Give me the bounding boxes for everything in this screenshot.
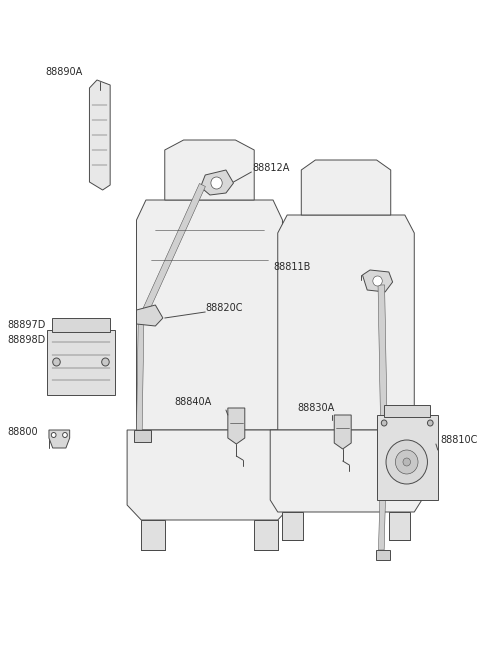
Text: 88812A: 88812A <box>252 163 290 173</box>
Bar <box>141 520 165 550</box>
Polygon shape <box>334 415 351 449</box>
Bar <box>282 512 303 540</box>
Bar <box>134 430 151 442</box>
Polygon shape <box>378 285 387 440</box>
Text: 88800: 88800 <box>8 427 38 437</box>
Polygon shape <box>301 160 391 215</box>
Circle shape <box>373 276 382 286</box>
Bar <box>254 520 278 550</box>
Text: 88820C: 88820C <box>205 303 243 313</box>
Text: 88897D: 88897D <box>8 320 46 330</box>
Polygon shape <box>228 408 245 444</box>
Polygon shape <box>165 140 254 200</box>
Text: 88811B: 88811B <box>273 262 311 272</box>
Polygon shape <box>143 183 205 312</box>
Polygon shape <box>136 310 144 430</box>
Circle shape <box>396 450 418 474</box>
Text: 88810C: 88810C <box>441 435 478 445</box>
Polygon shape <box>278 215 414 430</box>
Text: 88890A: 88890A <box>45 67 83 77</box>
Circle shape <box>428 420 433 426</box>
Circle shape <box>381 420 387 426</box>
Circle shape <box>403 458 410 466</box>
Text: 88830A: 88830A <box>298 403 335 413</box>
Bar <box>389 512 409 540</box>
Polygon shape <box>379 440 387 550</box>
Polygon shape <box>89 80 110 190</box>
Circle shape <box>102 358 109 366</box>
Bar <box>47 330 115 395</box>
Circle shape <box>51 432 56 438</box>
Text: 88840A: 88840A <box>174 397 211 407</box>
Text: 88898D: 88898D <box>8 335 46 345</box>
Circle shape <box>53 358 60 366</box>
Polygon shape <box>136 305 163 326</box>
Bar <box>384 405 430 417</box>
Bar <box>377 415 438 500</box>
Polygon shape <box>362 270 393 292</box>
Bar <box>52 318 110 332</box>
Polygon shape <box>270 430 422 512</box>
Polygon shape <box>127 430 292 520</box>
Polygon shape <box>49 430 70 448</box>
Bar <box>376 550 390 560</box>
Circle shape <box>386 440 428 484</box>
Circle shape <box>62 432 67 438</box>
Polygon shape <box>201 170 233 195</box>
Circle shape <box>211 177 222 189</box>
Polygon shape <box>136 200 282 430</box>
